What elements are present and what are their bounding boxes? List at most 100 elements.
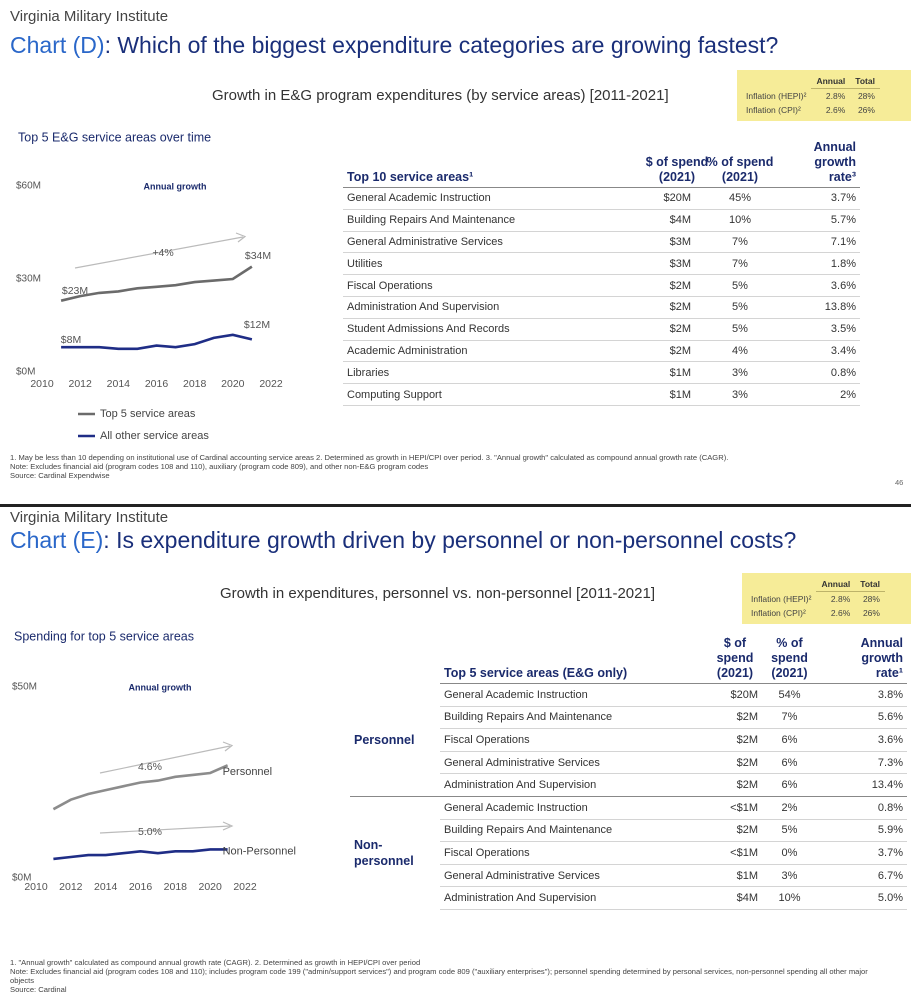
inflation-table: Annual Total Inflation (HEPI)² 2.8% 28% Infla…	[746, 577, 885, 620]
row: Utilities $3M 7% 1.8%	[343, 252, 860, 276]
cell: 3.7%	[817, 841, 907, 865]
page-number: 46	[895, 478, 904, 487]
cell: 3.6%	[817, 728, 907, 752]
cell: 7%	[762, 706, 817, 730]
line-series	[53, 848, 228, 861]
header-cell: Annual growth rate³	[785, 140, 860, 188]
cell: 10%	[762, 886, 817, 910]
row: Inflation (HEPI)² 2.8% 28%	[741, 89, 880, 104]
cell: 0%	[762, 841, 817, 865]
annotation: $23M	[62, 285, 88, 297]
annotation: $8M	[61, 334, 81, 346]
cell: 6%	[762, 773, 817, 797]
header-text: % of spend (2021)	[706, 155, 774, 184]
row: Building Repairs And Maintenance $2M 5% 5.9…	[350, 819, 907, 843]
cell: $4M	[633, 209, 695, 232]
header-row: Top 5 service areas (E&G only) $ of spend…	[350, 636, 907, 684]
row: Inflation (HEPI)² 2.8% 28%	[746, 592, 885, 607]
cell: 3%	[695, 383, 785, 406]
org-name: Virginia Military Institute	[10, 509, 169, 526]
group-label: Non-personnel	[354, 838, 414, 869]
header-cell: Top 5 service areas (E&G only)	[440, 636, 662, 684]
org-name: Virginia Military Institute	[10, 8, 169, 25]
arrow-head	[222, 741, 234, 752]
cell: 3%	[762, 864, 817, 888]
cell: $2M	[662, 751, 762, 775]
line-series	[60, 265, 253, 302]
row: Administration And Supervision $2M 5% 13.8%	[343, 296, 860, 319]
header-cell	[741, 74, 811, 89]
cell: Utilities	[343, 252, 633, 276]
data-table: Top 10 service areas¹ $ of spend (2021)% …	[343, 140, 860, 406]
cell: $4M	[662, 886, 762, 910]
row: Inflation (CPI)² 2.6% 26%	[746, 606, 885, 620]
cell: 13.8%	[785, 296, 860, 319]
header-text: Top 10 service areas¹	[347, 170, 474, 184]
x-tick-label: 2010	[24, 881, 48, 893]
header-cell: $ of spend (2021)	[633, 140, 708, 188]
cell: 5%	[695, 296, 785, 319]
row: Student Admissions And Records $2M 5% 3.5%	[343, 318, 860, 341]
row: General Academic Instruction $20M 45% 3.7%	[343, 187, 860, 210]
annotation: 5.0%	[138, 826, 162, 838]
cell: 5%	[762, 819, 817, 843]
cell: 7.3%	[817, 751, 907, 775]
cell: 6.7%	[817, 864, 907, 888]
cell: General Academic Instruction	[440, 683, 662, 707]
footnote: Source: Cardinal	[10, 985, 67, 994]
header-text: % of spend (2021)	[771, 636, 808, 680]
header-cell: Annual	[816, 577, 856, 592]
cell: <$1M	[662, 841, 762, 865]
cell: Computing Support	[343, 383, 633, 406]
x-tick-label: 2014	[107, 378, 131, 390]
cell: Student Admissions And Records	[343, 318, 633, 341]
annotation: Annual growth	[144, 181, 207, 191]
group-label: Personnel	[350, 683, 440, 797]
x-tick-label: 2022	[233, 881, 257, 893]
subtitle: Growth in E&G program expenditures (by s…	[212, 87, 669, 104]
cell: 0.8%	[817, 796, 907, 820]
y-tick-label: $60M	[16, 181, 41, 192]
header-cell	[746, 577, 816, 592]
cell: 3.4%	[785, 340, 860, 363]
chart-title: Spending for top 5 service areas	[14, 629, 194, 643]
arrow-head	[235, 232, 247, 243]
cell: 2.8%	[830, 594, 851, 604]
slide-separator	[0, 504, 911, 507]
cell: $2M	[633, 296, 695, 319]
cell: Libraries	[343, 361, 633, 385]
series-label: Non-Personnel	[223, 845, 296, 857]
row: Fiscal Operations $2M 6% 3.6%	[350, 728, 907, 752]
row: Administration And Supervision $2M 6% 13.4%	[350, 773, 907, 797]
cell: 7.1%	[785, 231, 860, 254]
header-text: $ of spend (2021)	[645, 155, 709, 184]
footnotes: 1. May be less than 10 depending on inst…	[10, 453, 890, 480]
cell: Administration And Supervision	[343, 296, 633, 319]
cell: $1M	[633, 383, 695, 406]
header-cell: Top 10 service areas¹	[343, 140, 633, 188]
header-cell: % of spend (2021)	[762, 636, 817, 684]
cell: General Administrative Services	[440, 751, 662, 775]
header-cell: Annual growth rate¹	[817, 636, 907, 684]
cell: 3.8%	[817, 683, 907, 707]
x-tick-label: 2014	[94, 881, 118, 893]
growth-arrow	[99, 825, 231, 834]
cell: $2M	[633, 340, 695, 363]
cell: 5%	[695, 274, 785, 297]
row: Fiscal Operations <$1M 0% 3.7%	[350, 841, 907, 865]
legend-label: All other service areas	[100, 430, 209, 442]
footnotes: 1. "Annual growth" calculated as compoun…	[10, 958, 890, 994]
cell: 3.5%	[785, 318, 860, 341]
cell: 2%	[785, 383, 860, 406]
cell: 5.6%	[817, 706, 907, 730]
header-row: Top 10 service areas¹ $ of spend (2021)% …	[343, 140, 860, 188]
header-cell: Annual	[811, 74, 851, 89]
cell: $2M	[662, 706, 762, 730]
arrow-head	[222, 821, 234, 831]
row: Academic Administration $2M 4% 3.4%	[343, 340, 860, 363]
cell: $2M	[633, 318, 695, 341]
cell: Academic Administration	[343, 340, 633, 363]
footnote: 1. "Annual growth" calculated as compoun…	[10, 958, 421, 967]
cell: $2M	[662, 819, 762, 843]
footnote: Note: Excludes financial aid (program co…	[10, 967, 868, 985]
